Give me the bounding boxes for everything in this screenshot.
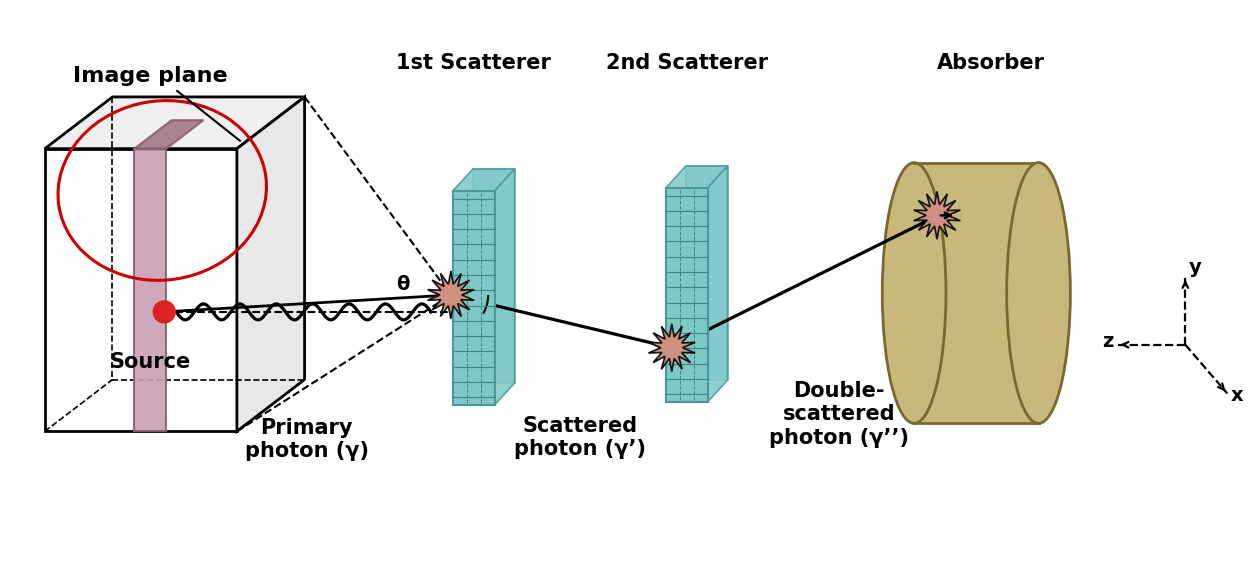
Circle shape bbox=[153, 301, 175, 323]
Polygon shape bbox=[134, 120, 203, 149]
Polygon shape bbox=[237, 97, 304, 432]
Text: y: y bbox=[1189, 258, 1202, 277]
Text: z: z bbox=[1102, 332, 1113, 351]
Text: Absorber: Absorber bbox=[937, 53, 1045, 73]
Polygon shape bbox=[495, 169, 515, 405]
Text: x: x bbox=[1231, 387, 1243, 406]
Polygon shape bbox=[427, 271, 475, 319]
Polygon shape bbox=[686, 166, 727, 380]
Polygon shape bbox=[914, 163, 1039, 424]
Polygon shape bbox=[707, 166, 727, 402]
Text: Double-
scattered
photon (γ’’): Double- scattered photon (γ’’) bbox=[769, 381, 909, 448]
Polygon shape bbox=[453, 169, 515, 191]
Text: θ: θ bbox=[397, 275, 409, 294]
Polygon shape bbox=[45, 97, 304, 149]
Polygon shape bbox=[134, 149, 166, 432]
Polygon shape bbox=[913, 192, 961, 239]
Text: 2nd Scatterer: 2nd Scatterer bbox=[605, 53, 767, 73]
Ellipse shape bbox=[1006, 163, 1070, 424]
Polygon shape bbox=[472, 169, 515, 383]
Polygon shape bbox=[666, 188, 707, 402]
Polygon shape bbox=[648, 324, 695, 372]
Ellipse shape bbox=[882, 163, 946, 424]
Text: Source: Source bbox=[109, 351, 191, 372]
Text: 1st Scatterer: 1st Scatterer bbox=[397, 53, 551, 73]
Text: Primary
photon (γ): Primary photon (γ) bbox=[245, 418, 368, 461]
Polygon shape bbox=[45, 149, 237, 432]
Text: Image plane: Image plane bbox=[73, 66, 227, 86]
Polygon shape bbox=[666, 166, 727, 188]
Text: Scattered
photon (γ’): Scattered photon (γ’) bbox=[514, 415, 647, 459]
Polygon shape bbox=[453, 191, 495, 405]
